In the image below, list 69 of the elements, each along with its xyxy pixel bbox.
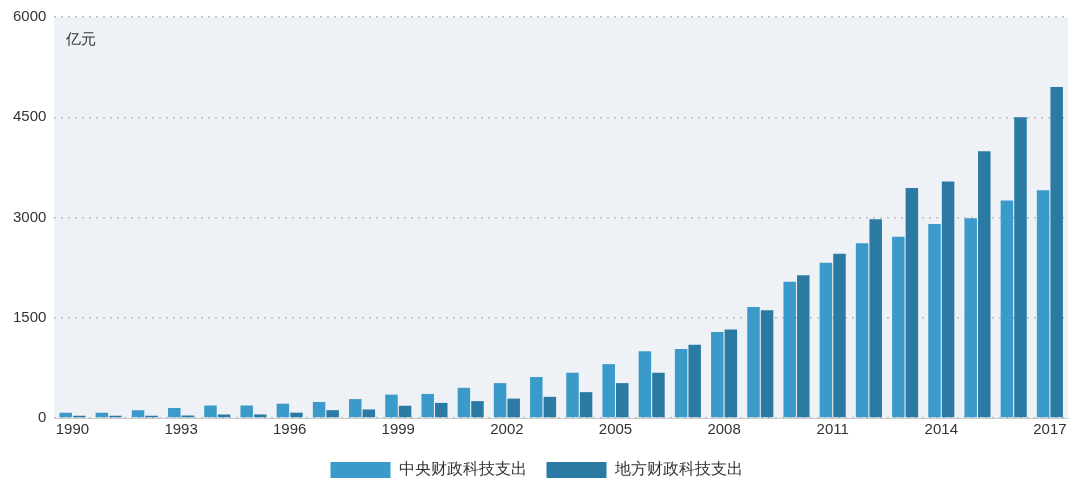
bar — [493, 383, 507, 418]
bar — [688, 344, 701, 418]
bar — [398, 405, 412, 418]
bar — [168, 407, 181, 418]
bar — [760, 310, 774, 418]
bar — [928, 223, 941, 418]
bar — [579, 392, 593, 418]
bar — [276, 403, 290, 418]
x-tick-label: 2008 — [707, 420, 741, 438]
bar — [797, 275, 810, 418]
bar — [711, 332, 724, 418]
bar — [566, 372, 579, 418]
bar — [240, 405, 253, 418]
legend-label: 中央财政科技支出 — [398, 459, 527, 479]
y-axis-title: 亿元 — [65, 30, 97, 49]
bar — [385, 394, 398, 418]
bar — [204, 405, 217, 418]
x-tick-label: 2017 — [1033, 420, 1067, 438]
bar — [855, 243, 869, 418]
bar — [131, 410, 145, 418]
y-tick-label: 4500 — [12, 107, 47, 125]
bar — [1036, 190, 1050, 418]
y-tick-label: 3000 — [12, 207, 47, 225]
x-tick-label: 2005 — [598, 420, 633, 438]
bar — [783, 281, 796, 418]
bar — [217, 414, 231, 418]
bar — [421, 393, 434, 418]
bar — [674, 349, 688, 418]
x-tick-label: 1999 — [381, 420, 415, 438]
bar — [507, 398, 520, 418]
bar — [1014, 117, 1027, 418]
bar — [869, 219, 882, 418]
x-tick-label: 1990 — [55, 420, 90, 438]
bar — [616, 383, 629, 418]
x-tick-label: 1996 — [272, 420, 307, 438]
bar — [326, 410, 339, 418]
y-tick-label: 6000 — [12, 7, 47, 25]
bar — [290, 412, 303, 418]
bar — [435, 402, 448, 418]
bar — [638, 351, 652, 418]
bar — [964, 218, 977, 418]
bar — [905, 187, 919, 418]
bar — [1000, 200, 1014, 418]
bar — [471, 401, 484, 418]
bar — [1050, 86, 1063, 418]
x-tick-label: 2014 — [924, 420, 958, 438]
bar — [362, 409, 376, 418]
bar — [833, 253, 846, 418]
bar — [457, 387, 471, 418]
bar — [349, 399, 362, 418]
x-tick-label: 1993 — [164, 420, 198, 438]
legend-label: 地方财政科技支出 — [613, 459, 743, 479]
bar — [978, 151, 991, 418]
bar — [747, 307, 760, 418]
bar — [543, 396, 557, 418]
x-tick-label: 2011 — [816, 420, 849, 438]
bar — [312, 401, 326, 418]
bar — [724, 329, 738, 418]
y-tick-label: 0 — [38, 408, 47, 426]
y-tick-label: 1500 — [12, 307, 47, 325]
bar — [941, 181, 955, 418]
bar — [602, 364, 615, 418]
bar — [254, 414, 267, 418]
bar — [530, 377, 543, 418]
x-tick-label: 2002 — [490, 420, 524, 438]
bar — [819, 262, 833, 418]
bar — [59, 412, 72, 418]
bar — [892, 236, 905, 418]
bar — [652, 372, 665, 418]
